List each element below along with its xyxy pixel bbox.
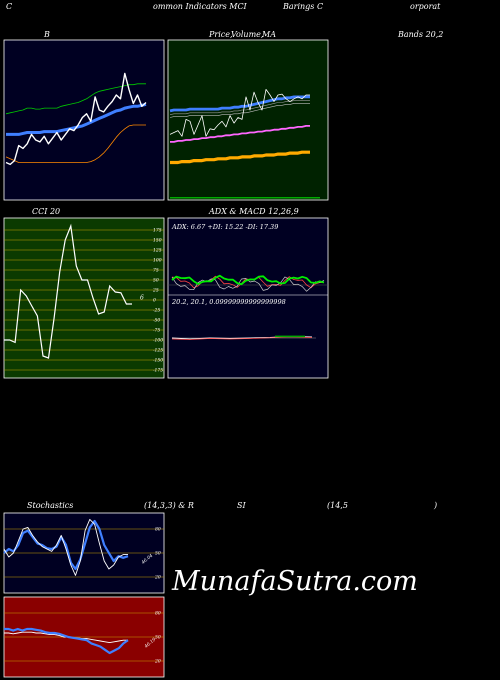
stoch-tick-1: 50 [155,551,161,557]
cci-label: CCI 20 [32,207,61,216]
cci-line [4,223,132,359]
adx-panel [167,217,329,379]
price-label-b: Volume, [231,30,264,39]
cci-tick-7: 0 [153,298,156,304]
stoch-label-b: (14,3,3) & R [144,501,194,510]
cci-tick-4: 75 [153,268,159,274]
cci-tick-11: -100 [153,338,163,344]
watermark: MunafaSutra.com [172,566,418,597]
price-ma-line-a [169,100,310,115]
adx-readout: ADX: 6.67 +DI: 15.22 -DI: 17.39 [171,223,278,231]
bands-label-left: B [44,30,50,39]
rsi-tick-2: 20 [154,659,161,665]
bands-price-line [5,72,147,166]
stoch-label-d: (14,5 [327,501,348,510]
cci-tick-0: 175 [153,228,162,234]
cci-tick-10: -75 [153,328,160,334]
bands-lower-line [5,124,146,163]
stoch-label-e: ) [434,501,438,510]
cci-tick-12: -125 [153,348,163,354]
volume-baseline [170,197,320,199]
stoch-label-c: SI [237,501,246,510]
stoch-tick-0: 80 [155,527,161,533]
stoch-k-line [3,519,129,571]
cci-tick-2: 125 [153,248,162,254]
cci-tick-9: -50 [153,318,160,324]
price-line [169,89,310,137]
rsi-line [4,627,129,655]
cci-tick-14: -175 [153,368,163,374]
cci-tick-5: 50 [153,278,159,284]
cci-tick-8: -25 [153,308,160,314]
bands-panel [3,39,165,201]
header-label-4: orporat [410,2,441,11]
rsi-tick-0: 80 [155,611,161,617]
price-ma-pink [170,125,310,143]
header-label-2: ommon Indicators MCI [153,2,247,11]
macd-readout: 20.2, 20.1, 0.09999999999999998 [171,298,286,306]
cci-panel [3,217,165,379]
price-ma-blue [169,95,310,113]
header-label-3: Barings C [283,2,324,11]
cci-tick-6: 25 [152,288,159,294]
cci-tick-1: 150 [153,238,162,244]
stoch-d-line [3,518,128,576]
price-panel [167,39,329,201]
cci-value-label: 6 [140,295,144,302]
header-label-1: C [6,2,13,11]
adx-plus-di-line [171,274,325,286]
macd-histogram [275,335,305,338]
price-label-a: Price, [209,30,233,39]
bands-label-right: Bands 20,2 [398,30,444,39]
cci-tick-3: 100 [153,258,162,264]
adx-title: ADX & MACD 12,26,9 [209,207,299,216]
cci-tick-13: -150 [153,358,163,364]
price-ma-line-b [169,103,310,118]
stoch-tick-2: 20 [154,575,161,581]
stoch-label-a: Stochastics [27,501,74,510]
rsi-tick-1: 50 [155,635,161,641]
price-ma-orange [170,150,310,165]
price-label-c: MA [262,30,276,39]
